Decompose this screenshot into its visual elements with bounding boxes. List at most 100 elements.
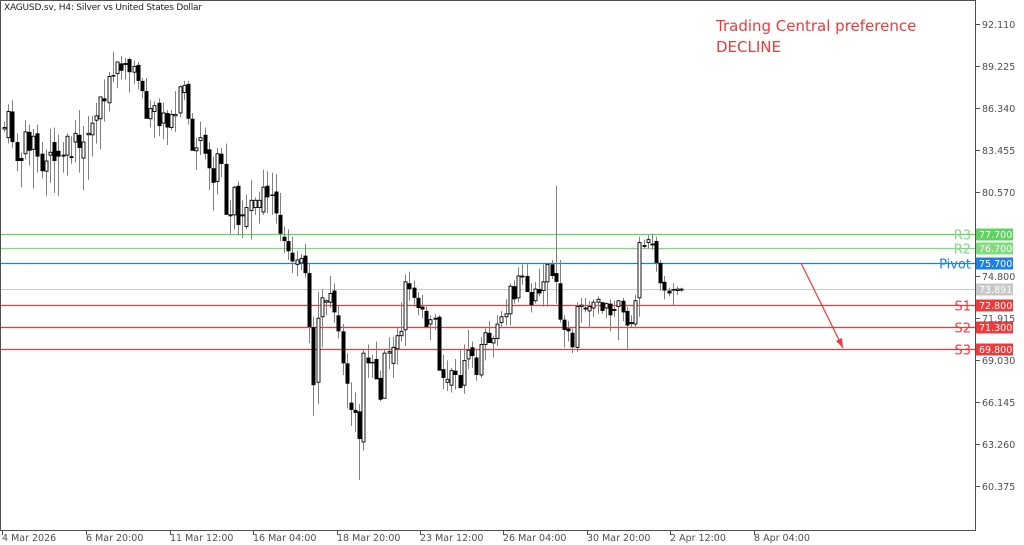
candle-bear — [190, 118, 195, 151]
x-tick-label: 2 Apr 12:00 — [670, 533, 726, 544]
candle-bear — [157, 102, 162, 127]
candle-bull — [433, 317, 438, 320]
candle-bear — [537, 289, 542, 294]
candle-bear — [140, 80, 145, 92]
level-name-s2: S2 — [954, 322, 971, 337]
candle-bear — [550, 264, 555, 276]
candle-bear — [357, 411, 362, 440]
candle-bear — [345, 363, 350, 384]
candle-bear — [366, 357, 371, 364]
candle-bull — [387, 351, 392, 354]
candle-bear — [203, 134, 208, 154]
candle-bull — [295, 259, 300, 265]
candle-bear — [512, 286, 517, 300]
candle-bear — [525, 276, 530, 293]
y-tick-label: 71.915 — [982, 314, 1015, 325]
candle-bull — [533, 288, 538, 302]
candle-bear — [529, 292, 534, 306]
candle-bull — [215, 153, 220, 182]
candle-bear — [307, 273, 312, 327]
level-badge-s3 — [976, 343, 1013, 356]
current-price-label: 73.891 — [979, 285, 1012, 296]
candle-bull — [382, 352, 387, 399]
candle-bear — [211, 168, 216, 183]
candle-bull — [182, 84, 187, 94]
candle-bull — [328, 293, 333, 303]
candle-bull — [98, 96, 103, 120]
candle-bear — [336, 315, 341, 332]
candle-bull — [483, 332, 488, 345]
candle-bull — [541, 281, 546, 292]
y-tick-label: 83.455 — [982, 146, 1015, 157]
candle-bear — [566, 328, 571, 332]
level-name-r2: R2 — [954, 243, 971, 258]
y-tick-label: 69.030 — [982, 356, 1015, 367]
candle-bull — [495, 323, 500, 340]
y-tick-label: 74.800 — [982, 272, 1015, 283]
candle-bear — [219, 153, 224, 164]
level-name-r3: R3 — [954, 229, 971, 244]
candle-bear — [412, 287, 417, 298]
candle-bull — [73, 132, 78, 143]
candle-bull — [232, 186, 237, 216]
price-axis[interactable]: 92.110 89.225 86.340 83.455 80.570 74.800 71.9… — [976, 20, 1015, 493]
level-badge-r3 — [976, 228, 1013, 241]
candle-bear — [102, 98, 107, 102]
candle-bull — [545, 263, 550, 283]
candle-bear — [15, 142, 20, 161]
candle-bear — [658, 262, 663, 284]
candle-bull — [240, 214, 245, 217]
candle-bear — [282, 236, 287, 242]
candle-bear — [52, 142, 57, 161]
candle-bear — [662, 281, 667, 291]
time-axis[interactable]: 4 Mar 2026 6 Mar 20:00 11 Mar 12:00 16 Mar … — [2, 531, 810, 544]
candle-bull — [479, 343, 484, 376]
candle-bull — [253, 199, 258, 209]
candle-bull — [604, 303, 609, 309]
candle-bull — [504, 313, 509, 318]
arrow-head — [836, 338, 843, 348]
level-name-s1: S1 — [954, 300, 971, 315]
candle-bull — [399, 330, 404, 337]
y-tick-label: 66.145 — [982, 398, 1015, 409]
y-tick-label: 63.260 — [982, 440, 1015, 451]
candle-bear — [625, 310, 630, 326]
level-name-s3: S3 — [954, 344, 971, 359]
candle-bear — [35, 133, 40, 157]
candle-bear — [56, 150, 61, 157]
level-value-s3: 69.800 — [979, 345, 1012, 356]
candle-bear — [437, 316, 442, 371]
candle-bear — [332, 290, 337, 313]
candle-bull — [629, 322, 634, 325]
candle-bull — [299, 258, 304, 264]
candle-bull — [428, 319, 433, 325]
candle-bull — [520, 275, 525, 278]
candle-bear — [224, 163, 229, 215]
candle-bear — [370, 361, 375, 364]
candle-bull — [320, 297, 325, 318]
level-value-pivot: 75.700 — [979, 259, 1012, 270]
candle-bear — [270, 194, 275, 196]
candle-bull — [403, 281, 408, 331]
candle-bull — [152, 105, 157, 112]
candle-bull — [65, 135, 70, 156]
candle-bear — [558, 283, 563, 320]
candle-bear — [424, 310, 429, 327]
candle-bull — [6, 111, 11, 139]
level-badge-r2 — [976, 242, 1013, 255]
candle-bull — [642, 244, 647, 247]
candle-bull — [612, 309, 617, 311]
candle-bull — [596, 298, 601, 303]
candle-bull — [44, 160, 49, 172]
candle-bull — [23, 131, 28, 155]
level-value-r3: 77.700 — [979, 230, 1012, 241]
candle-bull — [679, 288, 684, 291]
candle-bull — [637, 242, 642, 299]
candle-bull — [257, 199, 262, 209]
candle-bear — [40, 153, 45, 172]
candle-bear — [207, 149, 212, 169]
candle-bear — [600, 302, 605, 311]
pivot-levels: 73.891 R3 77.700 R2 76.700 Pivot 75.700 S1 72.80… — [1, 228, 1013, 359]
